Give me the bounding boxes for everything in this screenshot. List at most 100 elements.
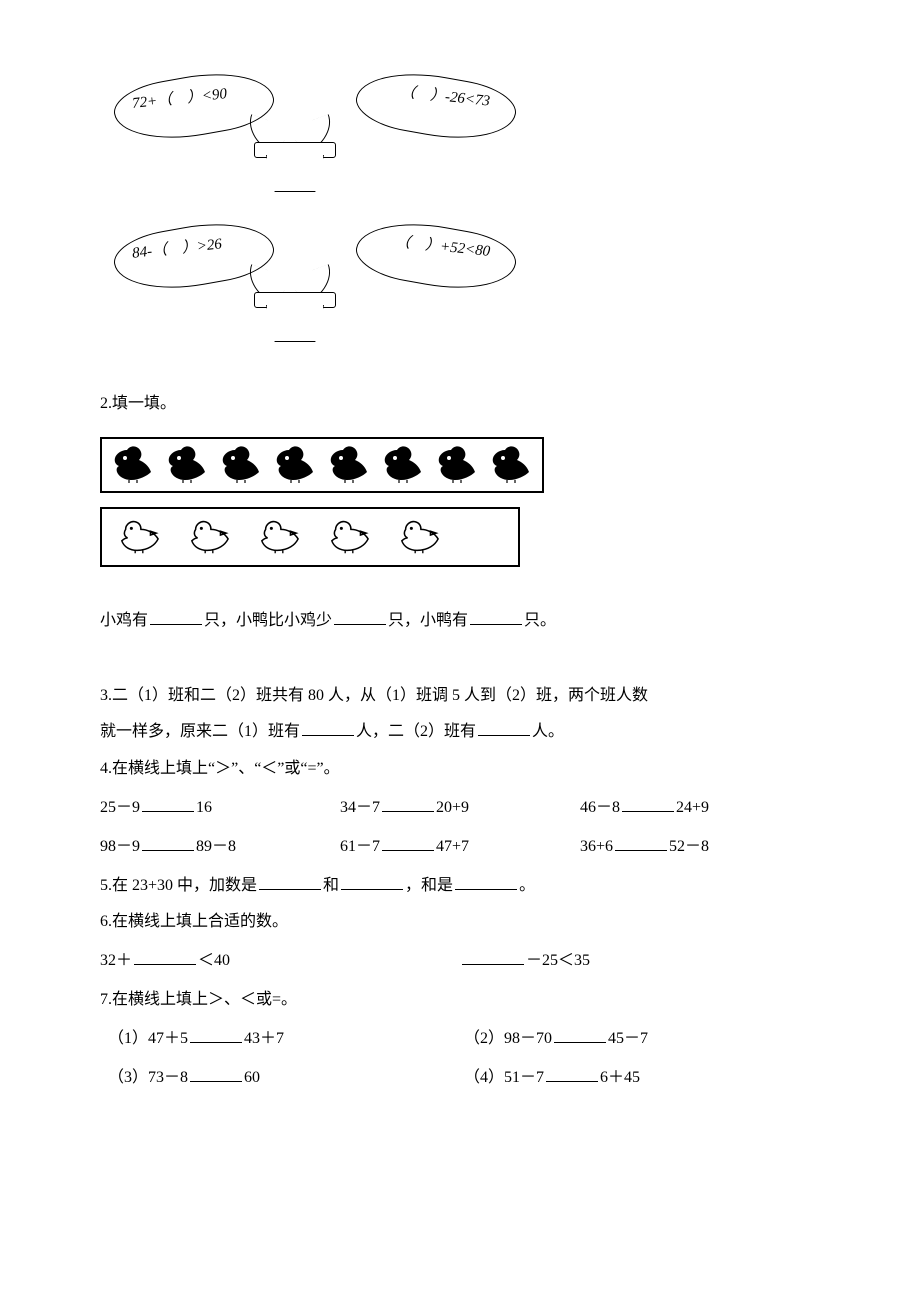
q5-line: 5.在 23+30 中，加数是 和 ，和是 。 [100,872,820,901]
q7-cell: （2）98－70 45－7 [464,1025,820,1054]
expr-left: 34－7 [340,799,380,816]
fill-blank[interactable] [190,1027,242,1043]
fill-blank[interactable] [382,796,434,812]
expr-left: 73－8 [148,1069,188,1086]
q4-cell: 98－9 89－8 [100,833,340,862]
q4-cell: 46－8 24+9 [580,794,820,823]
expr-right: 60 [244,1069,260,1086]
q3-line1: 3.二（1）班和二（2）班共有 80 人，从（1）班调 5 人到（2）班，两个班… [100,682,820,711]
expr-left: 47＋5 [148,1030,188,1047]
q5-a: 5.在 23+30 中，加数是 [100,877,257,894]
q4-label: 4.在横线上填上“＞”、“＜”或“=”。 [100,755,820,784]
q6-row: 32＋ ＜40 －25＜35 [100,947,820,976]
q6-1-right: ＜40 [198,952,230,969]
q6-label: 6.在横线上填上合适的数。 [100,908,820,937]
fill-blank[interactable] [382,835,434,851]
chick-icon [274,445,316,485]
plant-1: 72+（ ）<90 （ ）-26<73 [120,80,480,210]
q7-num: （1） [108,1030,148,1047]
q6-1-left: 32＋ [100,952,132,969]
q7-cell: （1）47＋5 43＋7 [108,1025,464,1054]
fill-blank[interactable] [150,609,202,625]
fill-blank[interactable] [615,835,667,851]
chick-icon [328,445,370,485]
fill-blank[interactable] [341,874,403,890]
expr-right: 6＋45 [600,1069,640,1086]
fill-blank[interactable] [470,609,522,625]
fill-blank[interactable] [546,1066,598,1082]
fill-blank[interactable] [142,796,194,812]
q7-cell: （3）73－860 [108,1064,464,1093]
expr-left: 36+6 [580,838,613,855]
expr-left: 61－7 [340,838,380,855]
fill-blank[interactable] [142,835,194,851]
fill-blank[interactable] [622,796,674,812]
expr-text: （ ）+52<80 [394,234,490,260]
expr-text: （ ）-26<73 [399,84,490,109]
q3-b: 就一样多，原来二（1）班有 [100,723,300,740]
fill-blank[interactable] [259,874,321,890]
chick-icon [220,445,262,485]
chick-row [112,445,532,485]
expr-right: 47+7 [436,838,469,855]
expr-left: 98－9 [100,838,140,855]
duck-icon [258,517,300,557]
expr-right: 43＋7 [244,1030,284,1047]
expr-text: 84-（ ）>26 [131,236,222,261]
expr-right: 45－7 [608,1030,648,1047]
q4-row1: 25－916 34－7 20+9 46－8 24+9 [100,794,820,823]
expr-right: 20+9 [436,799,469,816]
fill-blank[interactable] [478,720,530,736]
chick-icon [490,445,532,485]
expr-left: 25－9 [100,799,140,816]
expr-left: 46－8 [580,799,620,816]
q5-d: 。 [519,877,535,894]
expr-right: 24+9 [676,799,709,816]
chick-box [100,437,544,493]
duck-box [100,507,520,567]
fill-blank[interactable] [134,949,196,965]
fill-blank[interactable] [190,1066,242,1082]
fill-blank[interactable] [302,720,354,736]
q7-cell: （4）51－7 6＋45 [464,1064,820,1093]
q3-d: 人。 [532,723,564,740]
fill-blank[interactable] [554,1027,606,1043]
chick-icon [436,445,478,485]
expr-right: 89－8 [196,838,236,855]
q4-cell: 25－916 [100,794,340,823]
duck-row [112,515,508,559]
q2-sentence: 小鸡有 只，小鸭比小鸡少 只，小鸭有 只。 [100,607,820,636]
q2-s1: 小鸡有 [100,612,148,629]
plant-2: 84-（ ）>26 （ ）+52<80 [120,230,480,360]
q2-s2: 只，小鸭比小鸡少 [204,612,332,629]
expr-text: 72+（ ）<90 [131,86,227,112]
q4-cell: 36+652－8 [580,833,820,862]
duck-icon [118,517,160,557]
duck-icon [398,517,440,557]
q7-num: （2） [464,1030,504,1047]
expr-left: 98－70 [504,1030,552,1047]
chick-icon [166,445,208,485]
q2-label: 2.填一填。 [100,390,820,419]
fill-blank[interactable] [455,874,517,890]
q6-cell-2: －25＜35 [460,947,820,976]
pot-icon [260,142,330,192]
q4-row2: 98－9 89－8 61－7 47+7 36+652－8 [100,833,820,862]
expr-left: 51－7 [504,1069,544,1086]
q4-cell: 61－7 47+7 [340,833,580,862]
q3-line2: 就一样多，原来二（1）班有人，二（2）班有人。 [100,718,820,747]
chick-icon [382,445,424,485]
q5-b: 和 [323,877,339,894]
chick-icon [112,445,154,485]
q2-s4: 只。 [524,612,556,629]
fill-blank[interactable] [334,609,386,625]
q7-row2: （3）73－860 （4）51－76＋45 [100,1064,820,1093]
duck-icon [328,517,370,557]
fill-blank[interactable] [462,949,524,965]
q2-s3: 只，小鸭有 [388,612,468,629]
q7-num: （4） [464,1069,504,1086]
q6-2-right: －25＜35 [526,952,590,969]
q5-c: ，和是 [405,877,453,894]
q7-row1: （1）47＋5 43＋7 （2）98－70 45－7 [100,1025,820,1054]
q4-cell: 34－7 20+9 [340,794,580,823]
